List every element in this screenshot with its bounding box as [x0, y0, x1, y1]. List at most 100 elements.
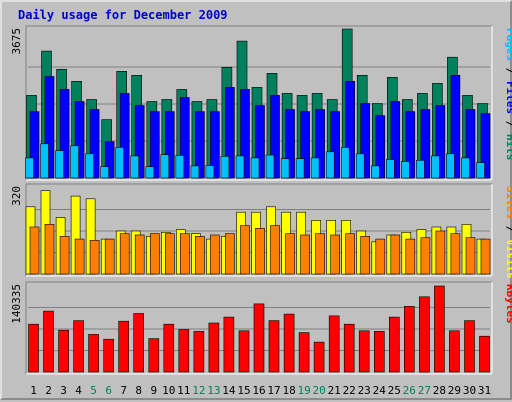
bar-pages-day-10 [160, 154, 170, 179]
bar-files-day-19 [300, 111, 310, 179]
x-tick-label-day-23: 23 [358, 384, 371, 397]
x-tick-label-day-9: 9 [150, 384, 157, 397]
bar-pages-day-19 [295, 158, 305, 179]
x-tick-label-day-2: 2 [45, 384, 52, 397]
bar-files-day-11 [180, 97, 190, 179]
bar-sites-day-11 [180, 233, 190, 275]
bar-kbytes-day-29 [449, 330, 460, 373]
bar-files-day-22 [345, 81, 356, 179]
x-tick-label-day-21: 21 [328, 384, 341, 397]
bar-pages-day-6 [100, 166, 109, 179]
bar-kbytes-day-12 [193, 331, 205, 373]
bar-files-day-23 [360, 103, 371, 179]
bar-files-day-5 [89, 109, 100, 179]
bar-sites-day-15 [240, 225, 250, 275]
legend-panel-2: Sites / Visits [504, 186, 512, 279]
bar-files-day-21 [330, 111, 341, 179]
y-axis-max-label: 3675 [10, 28, 23, 55]
bar-kbytes-day-13 [208, 322, 220, 373]
bar-kbytes-day-31 [479, 335, 490, 373]
bar-pages-day-23 [355, 153, 365, 179]
bar-kbytes-day-25 [388, 316, 400, 373]
bar-sites-day-12 [195, 236, 205, 275]
bar-files-day-10 [165, 111, 175, 179]
bar-pages-day-29 [446, 153, 455, 179]
bar-pages-day-25 [385, 159, 395, 179]
bar-files-day-18 [285, 109, 295, 179]
bar-pages-day-24 [370, 165, 380, 179]
bar-files-day-16 [255, 105, 265, 179]
x-tick-label-day-17: 17 [267, 384, 280, 397]
bar-kbytes-day-23 [358, 330, 370, 373]
bar-kbytes-day-27 [419, 296, 430, 373]
bar-sites-day-29 [450, 233, 461, 275]
x-tick-label-day-15: 15 [237, 384, 250, 397]
chart-title: Daily usage for December 2009 [18, 8, 228, 22]
bar-kbytes-day-9 [148, 338, 160, 373]
bar-pages-day-31 [476, 162, 485, 179]
bar-files-day-8 [134, 105, 145, 179]
x-tick-label-day-8: 8 [135, 384, 142, 397]
bar-pages-day-4 [70, 145, 79, 179]
x-tick-label-day-26: 26 [403, 384, 416, 397]
bar-kbytes-day-22 [343, 323, 355, 373]
bar-sites-day-13 [210, 234, 220, 275]
bar-sites-day-2 [44, 224, 55, 275]
bar-kbytes-day-2 [43, 310, 54, 373]
x-tick-label-day-5: 5 [90, 384, 97, 397]
x-tick-label-day-19: 19 [297, 384, 310, 397]
bar-pages-day-26 [400, 161, 410, 179]
legend-panel-3: KBytes [504, 284, 512, 324]
bar-kbytes-day-7 [118, 320, 129, 373]
bar-sites-day-26 [405, 238, 416, 275]
bar-sites-day-5 [89, 240, 100, 275]
bar-pages-day-12 [190, 165, 200, 179]
bar-kbytes-day-20 [313, 341, 325, 373]
bar-kbytes-day-1 [28, 323, 39, 373]
bar-sites-day-19 [300, 234, 310, 275]
x-tick-label-day-4: 4 [75, 384, 82, 397]
bar-files-day-4 [74, 101, 85, 179]
x-tick-label-day-20: 20 [312, 384, 325, 397]
x-tick-label-day-1: 1 [30, 384, 37, 397]
bar-sites-day-20 [315, 233, 325, 275]
bar-files-day-28 [435, 105, 446, 179]
bar-sites-day-22 [345, 233, 356, 275]
bar-pages-day-17 [265, 154, 275, 179]
bar-files-day-7 [119, 93, 130, 179]
bar-pages-day-27 [416, 160, 425, 179]
bar-kbytes-day-30 [464, 320, 475, 373]
legend-separator: / [504, 219, 512, 239]
bar-sites-day-27 [420, 237, 431, 275]
bar-files-day-14 [225, 87, 235, 179]
bar-files-day-1 [29, 111, 40, 179]
x-tick-label-day-28: 28 [433, 384, 446, 397]
legend-panel-1: Pages / Files / Hits [504, 28, 512, 161]
bar-kbytes-day-4 [73, 320, 84, 373]
bar-sites-day-8 [134, 234, 145, 275]
bar-files-day-31 [480, 113, 491, 179]
legend-hits: Hits [504, 134, 512, 161]
x-tick-label-day-14: 14 [222, 384, 236, 397]
x-tick-label-day-18: 18 [282, 384, 295, 397]
y-axis-max-label: 320 [10, 186, 23, 206]
bar-sites-day-14 [225, 233, 235, 275]
bar-pages-day-3 [55, 150, 64, 179]
bar-files-day-25 [390, 101, 401, 179]
bar-sites-day-28 [435, 230, 446, 275]
x-tick-label-day-29: 29 [448, 384, 461, 397]
legend-visits: Visits [504, 239, 512, 279]
bar-sites-day-4 [74, 238, 85, 275]
bar-pages-day-7 [115, 147, 124, 179]
bar-kbytes-day-24 [373, 331, 385, 373]
legend-separator: / [504, 114, 512, 134]
bar-sites-day-1 [29, 226, 40, 275]
bar-kbytes-day-18 [283, 313, 295, 373]
bar-files-day-13 [210, 111, 220, 179]
bar-sites-day-30 [465, 237, 476, 275]
bar-pages-day-18 [280, 158, 290, 179]
x-tick-label-day-25: 25 [388, 384, 401, 397]
x-tick-label-day-16: 16 [252, 384, 265, 397]
